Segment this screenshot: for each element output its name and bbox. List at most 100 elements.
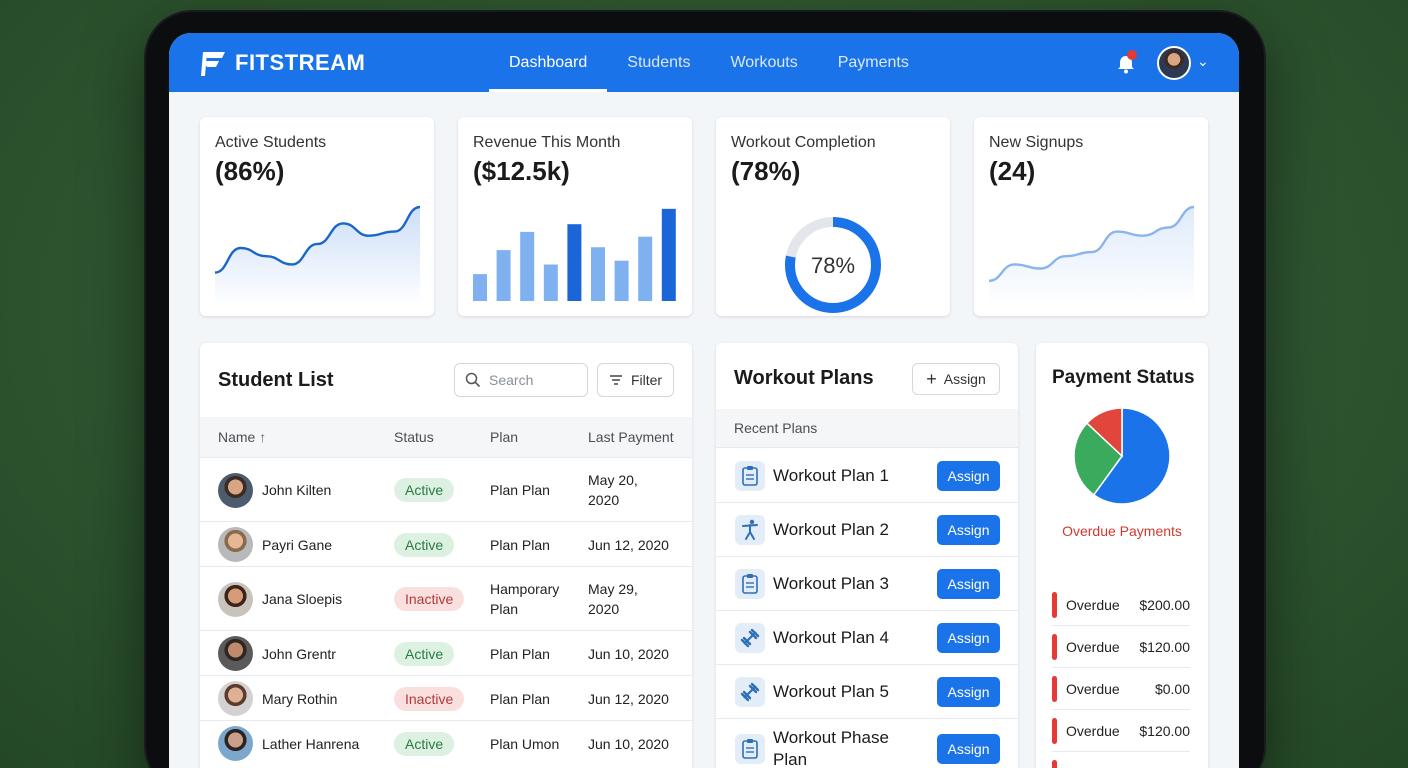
plan-cell: Hamporary Plan xyxy=(490,579,559,619)
student-name[interactable]: John Grentr xyxy=(262,645,336,662)
bar xyxy=(614,260,629,301)
payment-amount: $0.00 xyxy=(1154,681,1190,697)
payment-amount: $200.00 xyxy=(1139,597,1190,613)
last-payment-text: Jun 12, 2020 xyxy=(588,690,669,707)
search-input[interactable] xyxy=(489,372,573,388)
stat-value: (24) xyxy=(989,156,1036,186)
stat-value: (86%) xyxy=(215,156,285,186)
avatar xyxy=(218,472,253,508)
overdue-indicator xyxy=(1052,760,1057,768)
new-signups-area-chart xyxy=(988,205,1195,307)
bar xyxy=(496,250,511,301)
chevron-down-icon[interactable]: ⌄ xyxy=(1197,53,1209,69)
table-row[interactable]: John Grentr Active Plan Plan Jun 10, 2020 xyxy=(200,630,692,675)
stat-value: ($12.5k) xyxy=(473,156,570,186)
last-payment-cell: May 29, 2020 xyxy=(588,579,638,619)
recent-plans-header: Recent Plans xyxy=(716,409,1018,447)
avatar xyxy=(218,581,253,617)
overdue-payments-subtitle: Overdue Payments xyxy=(1062,523,1182,539)
pie-slice xyxy=(1092,407,1171,505)
workout-plan-row[interactable]: Workout Phase Plan Assign xyxy=(716,718,1018,768)
workout-plan-row[interactable]: Workout Plan 3 Assign xyxy=(716,556,1018,610)
overdue-payment-row[interactable]: Overdue $0.00 xyxy=(1052,668,1190,710)
workout-plan-name: Workout Plan 1 xyxy=(773,465,889,487)
overdue-payment-row[interactable]: Overdue $120.00 xyxy=(1052,710,1190,752)
column-header-plan[interactable]: Plan xyxy=(490,429,519,445)
series-line xyxy=(214,205,421,274)
plan-text: Plan Plan xyxy=(490,536,550,553)
table-row[interactable]: Lather Hanrena Active Plan Umon Jun 10, 202… xyxy=(200,720,692,765)
nav-workouts[interactable]: Workouts xyxy=(730,53,798,71)
bar xyxy=(567,224,582,301)
dumbbell-icon xyxy=(735,623,765,653)
stat-card-active-students: Active Students (86%) xyxy=(200,117,434,316)
assign-button[interactable]: Assign xyxy=(937,460,1000,491)
plan-text: Plan Umon xyxy=(490,735,560,752)
table-row[interactable]: Jana Sloepis Inactive Hamporary Plan May 29,… xyxy=(200,566,692,630)
workout-plan-row[interactable]: Workout Plan 4 Assign xyxy=(716,610,1018,664)
bar xyxy=(661,208,676,301)
column-header-status[interactable]: Status xyxy=(394,429,434,445)
student-name[interactable]: Lather Hanrena xyxy=(262,735,360,752)
top-navigation-bar: FITSTREAM Dashboard Students Workouts Pa… xyxy=(169,33,1239,92)
bar xyxy=(520,231,535,301)
assign-button[interactable]: Assign xyxy=(937,569,1000,599)
status-badge: Active xyxy=(394,532,455,557)
table-row[interactable]: Payri Gane Active Plan Plan Jun 12, 2020 xyxy=(200,521,692,566)
workout-plan-row[interactable]: Workout Plan 1 Assign xyxy=(716,447,1018,502)
student-name[interactable]: John Kilten xyxy=(262,482,332,498)
status-badge: Inactive xyxy=(394,587,465,611)
nav-students[interactable]: Students xyxy=(627,53,691,71)
assign-plan-button[interactable]: + Assign xyxy=(912,363,1000,395)
student-name[interactable]: Mary Rothin xyxy=(262,690,338,707)
workout-completion-donut: 78% xyxy=(785,217,881,313)
search-field[interactable] xyxy=(454,363,588,397)
nav-dashboard[interactable]: Dashboard xyxy=(489,33,608,92)
column-header-last-payment[interactable]: Last Payment xyxy=(588,429,674,445)
assign-button[interactable]: Assign xyxy=(937,623,1000,653)
table-row[interactable]: Mary Rothin Inactive Plan Plan Jun 12, 2020 xyxy=(200,675,692,720)
notification-dot xyxy=(1127,50,1137,60)
status-badge: Active xyxy=(394,478,455,502)
sort-arrow-up-icon: ↑ xyxy=(259,429,267,445)
user-avatar[interactable] xyxy=(1157,46,1191,80)
last-payment-cell: Jun 12, 2020 xyxy=(588,535,669,555)
student-name[interactable]: Jana Sloepis xyxy=(262,591,343,607)
avatar xyxy=(218,726,253,761)
assign-button[interactable]: Assign xyxy=(937,515,1000,545)
workout-plan-row[interactable]: Workout Plan 2 Assign xyxy=(716,502,1018,556)
overdue-indicator xyxy=(1052,718,1057,744)
payment-status-label: Overdue xyxy=(1066,597,1120,613)
nav-payments[interactable]: Payments xyxy=(837,53,909,71)
bar xyxy=(591,247,605,301)
column-header-name[interactable]: Name ↑ xyxy=(218,429,267,445)
workout-plan-row[interactable]: Workout Plan 5 Assign xyxy=(716,664,1018,718)
status-badge: Active xyxy=(394,641,455,666)
area-fill xyxy=(215,207,420,307)
revenue-bar-chart xyxy=(473,208,676,301)
stretch-icon xyxy=(735,515,765,545)
assign-button[interactable]: Assign xyxy=(937,734,1000,764)
student-name[interactable]: Payri Gane xyxy=(262,536,333,553)
payment-amount: $120.00 xyxy=(1139,723,1190,739)
overdue-payment-row[interactable]: Overdue $200.00 xyxy=(1052,584,1190,626)
plan-cell: Plan Plan xyxy=(490,689,550,709)
app-logo[interactable]: FITSTREAM xyxy=(199,48,365,78)
plan-text: Plan Plan xyxy=(490,645,550,662)
stat-label: Workout Completion xyxy=(731,134,876,151)
table-row[interactable]: John Kilten Active Plan Plan May 20, 2020 xyxy=(200,457,692,521)
last-payment-text: May 29, xyxy=(588,581,638,597)
filter-button[interactable]: Filter xyxy=(597,363,674,397)
stat-label: New Signups xyxy=(989,134,1084,151)
overdue-payment-row[interactable]: Overdue $0.00 xyxy=(1052,752,1190,768)
workout-plan-name: Workout Plan 3 xyxy=(773,573,889,595)
logo-icon xyxy=(201,52,225,76)
workout-plan-name-line: Workout Plan 3 xyxy=(773,574,889,593)
overdue-payment-row[interactable]: Overdue $120.00 xyxy=(1052,626,1190,668)
assign-button[interactable]: Assign xyxy=(937,677,1000,707)
payment-status-label: Overdue xyxy=(1066,723,1120,739)
payment-amount: $120.00 xyxy=(1139,639,1190,655)
workout-plans-title: Workout Plans xyxy=(734,367,874,389)
overdue-indicator xyxy=(1052,676,1057,702)
plan-text: Plan Plan xyxy=(490,482,550,498)
